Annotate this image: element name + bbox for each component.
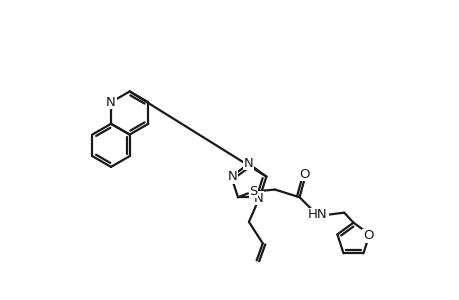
Text: N: N	[253, 191, 263, 205]
Text: N: N	[227, 170, 237, 183]
Text: S: S	[249, 184, 257, 198]
Text: HN: HN	[308, 208, 327, 221]
Text: O: O	[362, 230, 373, 242]
Text: N: N	[106, 96, 116, 109]
Text: O: O	[299, 168, 309, 181]
Text: N: N	[243, 157, 253, 169]
